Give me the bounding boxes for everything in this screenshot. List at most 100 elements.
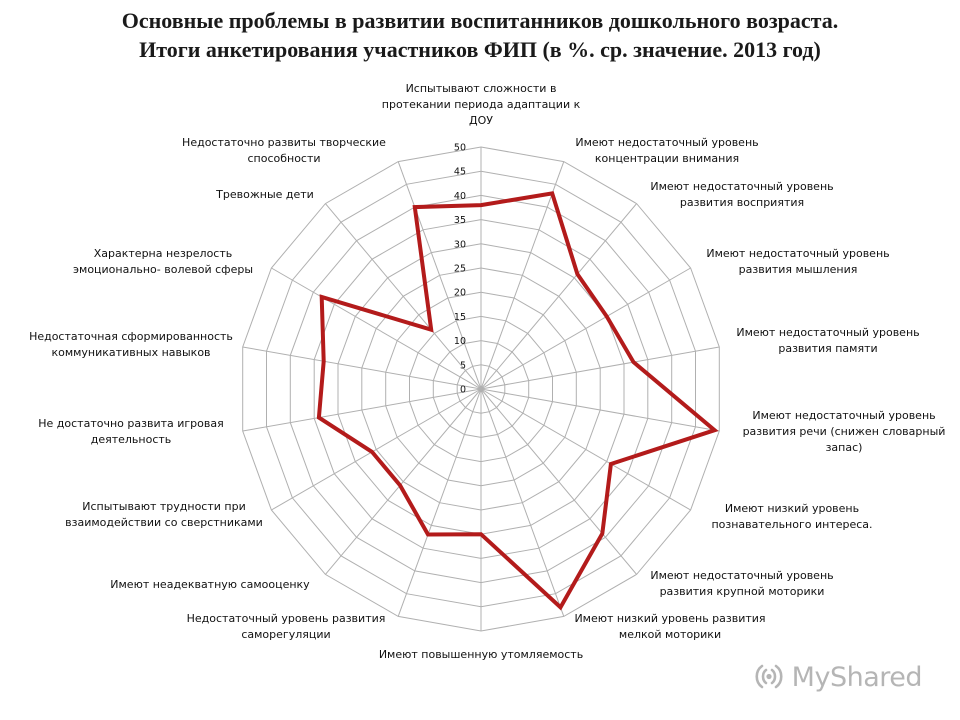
category-label-2-line-1: развития восприятия	[680, 196, 804, 209]
category-label-17-line-1: способности	[247, 152, 320, 165]
tick-label-0: 0	[460, 385, 466, 396]
data-point-6	[609, 462, 613, 466]
category-label-4-line-1: развития памяти	[778, 342, 877, 355]
spoke-6	[480, 388, 691, 511]
category-label-5: Имеют недостаточный уровень развития речи…	[743, 409, 946, 454]
spoke-3	[480, 267, 691, 390]
spoke-1	[480, 161, 565, 390]
spoke-11	[325, 388, 482, 575]
category-label-5-line-0: Имеют недостаточный уровень	[752, 409, 935, 422]
spoke-14	[242, 346, 482, 390]
category-label-6-line-0: Имеют низкий уровень	[725, 502, 859, 515]
data-point-10	[426, 533, 430, 536]
category-label-2: Имеют недостаточный уровень развития восп…	[650, 180, 833, 209]
category-label-10-line-0: Недостаточный уровень развития	[187, 612, 386, 625]
category-label-13-line-0: Не достаточно развита игровая	[38, 417, 223, 430]
category-label-6-line-1: познавательного интереса.	[711, 518, 872, 531]
title-line-1: Основные проблемы в развитии воспитанник…	[121, 8, 839, 33]
data-point-16	[429, 328, 433, 332]
radial-tick-labels: 0 5 10 15 20 25 30 35 40 45 50	[454, 143, 466, 396]
category-label-7-line-0: Имеют недостаточный уровень	[650, 569, 833, 582]
spoke-10	[397, 388, 482, 617]
page-title: Основные проблемы в развитии воспитанник…	[0, 6, 960, 64]
spoke-15	[271, 267, 482, 390]
category-label-12-line-1: взаимодействии со сверстниками	[65, 516, 263, 529]
myshared-logo-icon	[755, 664, 783, 689]
category-label-7-line-1: развития крупной моторики	[660, 585, 825, 598]
category-label-13-line-1: деятельность	[91, 433, 172, 446]
category-label-4: Имеют недостаточный уровень развития памя…	[736, 326, 919, 355]
category-label-3-line-1: развития мышления	[739, 263, 858, 276]
category-label-11-line-0: Имеют неадекватную самооценку	[110, 578, 310, 591]
tick-label-25: 25	[454, 264, 466, 275]
category-label-15-line-1: эмоционально- волевой сферы	[73, 263, 253, 276]
category-label-15: Характерна незрелость эмоционально- волев…	[73, 247, 253, 276]
data-point-11	[398, 483, 402, 487]
tick-label-45: 45	[454, 167, 466, 178]
data-point-2	[575, 272, 579, 276]
spoke-8	[480, 388, 565, 617]
watermark-text: MyShared	[791, 661, 923, 693]
radar-spokes	[242, 147, 720, 631]
tick-label-50: 50	[454, 143, 466, 154]
category-label-13: Не достаточно развита игровая деятельност…	[38, 417, 223, 446]
category-label-10: Недостаточный уровень развития саморегуля…	[187, 612, 386, 641]
category-label-11: Имеют неадекватную самооценку	[110, 578, 310, 591]
category-label-12-line-0: Испытывают трудности при	[82, 500, 246, 513]
data-point-4	[632, 360, 635, 364]
data-point-5	[713, 428, 717, 432]
category-label-8-line-0: Имеют низкий уровень развития	[574, 612, 765, 625]
category-label-16-line-0: Тревожные дети	[215, 188, 314, 201]
data-point-3	[605, 314, 609, 318]
data-point-12	[370, 450, 374, 454]
category-label-4-line-0: Имеют недостаточный уровень	[736, 326, 919, 339]
category-label-14: Недостаточная сформированность коммуникат…	[29, 330, 233, 359]
tick-label-20: 20	[454, 288, 466, 299]
series-layer	[316, 191, 719, 611]
data-point-7	[600, 532, 604, 536]
spoke-13	[242, 388, 482, 432]
category-label-17: Недостаточно развиты творческие способнос…	[182, 136, 386, 165]
category-labels: Испытывают сложности в протекании периода…	[29, 82, 945, 661]
data-point-1	[550, 191, 554, 195]
watermark: MyShared	[752, 660, 923, 694]
category-label-5-line-1: развития речи (снижен словарный	[743, 425, 946, 438]
category-label-2-line-0: Имеют недостаточный уровень	[650, 180, 833, 193]
category-label-9: Имеют повышенную утомляемость	[379, 648, 583, 661]
tick-label-40: 40	[454, 191, 466, 202]
category-label-17-line-0: Недостаточно развиты творческие	[182, 136, 386, 149]
spoke-16	[325, 203, 482, 390]
data-point-13	[317, 416, 321, 420]
data-point-8	[559, 605, 562, 609]
category-label-0-line-2: ДОУ	[469, 114, 493, 127]
category-label-3-line-0: Имеют недостаточный уровень	[706, 247, 889, 260]
spoke-2	[480, 203, 637, 390]
category-label-8: Имеют низкий уровень развития мелкой мото…	[574, 612, 765, 641]
spoke-5	[480, 388, 720, 432]
category-label-14-line-0: Недостаточная сформированность	[29, 330, 233, 343]
category-label-12: Испытывают трудности при взаимодействии с…	[65, 500, 263, 529]
data-point-15	[320, 295, 324, 299]
tick-label-15: 15	[454, 312, 466, 323]
data-point-9	[479, 532, 483, 536]
data-point-14	[322, 359, 326, 363]
category-label-0-line-0: Испытывают сложности в	[406, 82, 557, 95]
category-label-15-line-0: Характерна незрелость	[94, 247, 233, 260]
spoke-17	[397, 161, 482, 390]
spoke-4	[480, 346, 720, 390]
spoke-12	[271, 388, 482, 511]
category-label-6: Имеют низкий уровень познавательного инте…	[711, 502, 872, 531]
category-label-1-line-0: Имеют недостаточный уровень	[575, 136, 758, 149]
tick-label-5: 5	[460, 360, 466, 371]
spoke-7	[480, 388, 637, 575]
category-label-1-line-1: концентрации внимания	[595, 152, 739, 165]
category-label-1: Имеют недостаточный уровень концентрации …	[575, 136, 758, 165]
category-label-3: Имеют недостаточный уровень развития мышл…	[706, 247, 889, 276]
tick-label-30: 30	[454, 239, 466, 250]
category-label-0-line-1: протекании периода адаптации к	[382, 98, 581, 111]
category-label-10-line-1: саморегуляции	[241, 628, 330, 641]
category-label-0: Испытывают сложности в протекании периода…	[382, 82, 581, 127]
tick-label-35: 35	[454, 215, 466, 226]
category-label-9-line-0: Имеют повышенную утомляемость	[379, 648, 583, 661]
